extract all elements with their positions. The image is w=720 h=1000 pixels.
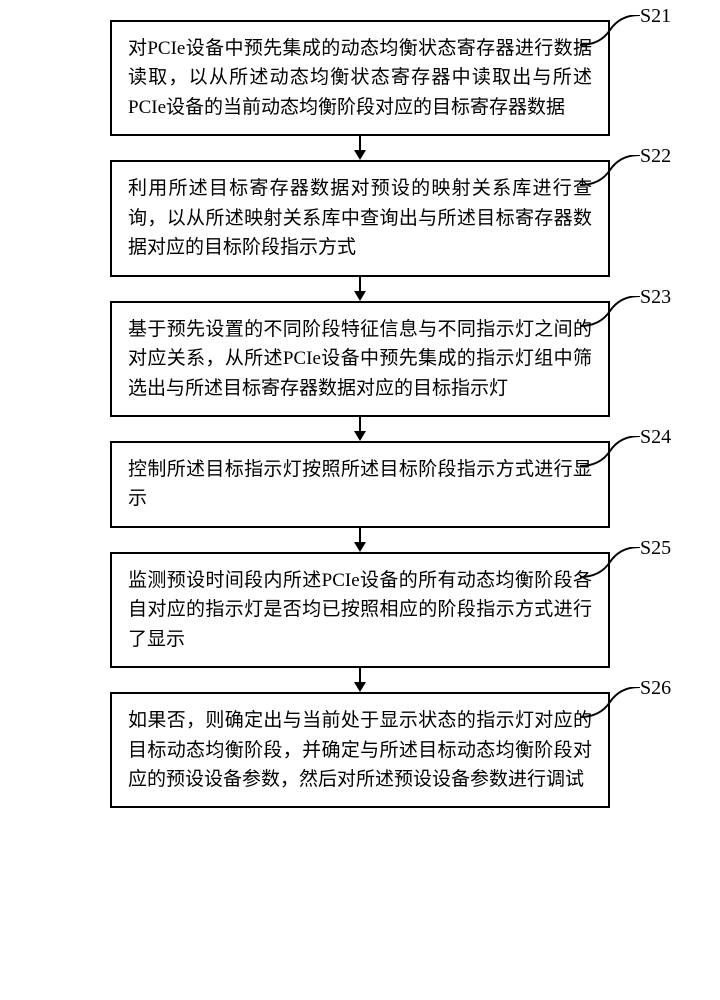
arrow-2 xyxy=(110,277,610,301)
step-text: 监测预设时间段内所述PCIe设备的所有动态均衡阶段各自对应的指示灯是否均已按照相… xyxy=(128,570,592,650)
step-label-2: S22 xyxy=(640,145,671,168)
step-row-5: 监测预设时间段内所述PCIe设备的所有动态均衡阶段各自对应的指示灯是否均已按照相… xyxy=(40,552,680,668)
step-box-5: 监测预设时间段内所述PCIe设备的所有动态均衡阶段各自对应的指示灯是否均已按照相… xyxy=(110,552,610,668)
arrow-3 xyxy=(110,417,610,441)
step-label-6: S26 xyxy=(640,677,671,700)
connector-curve xyxy=(580,15,640,55)
step-row-2: 利用所述目标寄存器数据对预设的映射关系库进行查询，以从所述映射关系库中查询出与所… xyxy=(40,160,680,276)
connector-curve xyxy=(580,436,640,476)
step-box-2: 利用所述目标寄存器数据对预设的映射关系库进行查询，以从所述映射关系库中查询出与所… xyxy=(110,160,610,276)
arrow-head-icon xyxy=(354,542,366,552)
step-row-1: 对PCIe设备中预先集成的动态均衡状态寄存器进行数据读取，以从所述动态均衡状态寄… xyxy=(40,20,680,136)
connector-curve xyxy=(580,155,640,195)
step-row-3: 基于预先设置的不同阶段特征信息与不同指示灯之间的对应关系，从所述PCIe设备中预… xyxy=(40,301,680,417)
step-box-3: 基于预先设置的不同阶段特征信息与不同指示灯之间的对应关系，从所述PCIe设备中预… xyxy=(110,301,610,417)
arrow-1 xyxy=(110,136,610,160)
step-row-6: 如果否，则确定出与当前处于显示状态的指示灯对应的目标动态均衡阶段，并确定与所述目… xyxy=(40,692,680,808)
step-box-6: 如果否，则确定出与当前处于显示状态的指示灯对应的目标动态均衡阶段，并确定与所述目… xyxy=(110,692,610,808)
step-label-5: S25 xyxy=(640,537,671,560)
arrow-head-icon xyxy=(354,682,366,692)
arrow-4 xyxy=(110,528,610,552)
step-label-1: S21 xyxy=(640,5,671,28)
arrow-5 xyxy=(110,668,610,692)
step-text: 基于预先设置的不同阶段特征信息与不同指示灯之间的对应关系，从所述PCIe设备中预… xyxy=(128,319,592,399)
connector-curve xyxy=(580,687,640,727)
step-text: 利用所述目标寄存器数据对预设的映射关系库进行查询，以从所述映射关系库中查询出与所… xyxy=(128,178,592,258)
arrow-head-icon xyxy=(354,431,366,441)
step-row-4: 控制所述目标指示灯按照所述目标阶段指示方式进行显示 S24 xyxy=(40,441,680,528)
step-label-3: S23 xyxy=(640,286,671,309)
step-label-4: S24 xyxy=(640,426,671,449)
step-text: 对PCIe设备中预先集成的动态均衡状态寄存器进行数据读取，以从所述动态均衡状态寄… xyxy=(128,38,592,118)
step-box-4: 控制所述目标指示灯按照所述目标阶段指示方式进行显示 xyxy=(110,441,610,528)
arrow-head-icon xyxy=(354,150,366,160)
arrow-head-icon xyxy=(354,291,366,301)
step-box-1: 对PCIe设备中预先集成的动态均衡状态寄存器进行数据读取，以从所述动态均衡状态寄… xyxy=(110,20,610,136)
connector-curve xyxy=(580,296,640,336)
connector-curve xyxy=(580,547,640,587)
step-text: 控制所述目标指示灯按照所述目标阶段指示方式进行显示 xyxy=(128,459,592,509)
flowchart-container: 对PCIe设备中预先集成的动态均衡状态寄存器进行数据读取，以从所述动态均衡状态寄… xyxy=(40,20,680,808)
step-text: 如果否，则确定出与当前处于显示状态的指示灯对应的目标动态均衡阶段，并确定与所述目… xyxy=(128,710,592,790)
